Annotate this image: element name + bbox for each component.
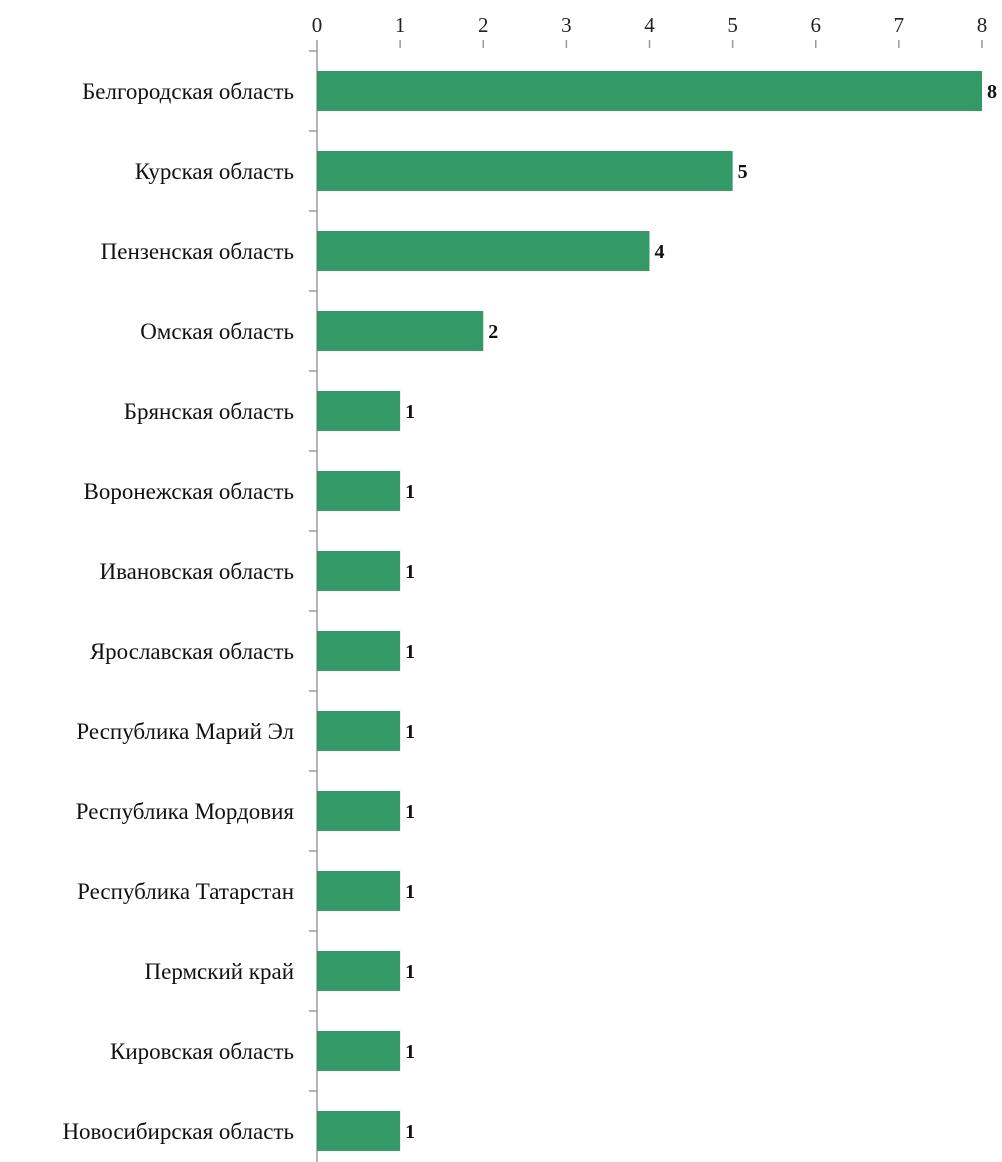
category-label: Ярославская область [90, 639, 294, 664]
x-tick-label: 6 [811, 13, 822, 37]
x-tick-label: 3 [561, 13, 572, 37]
data-label: 5 [738, 161, 748, 183]
data-label: 2 [488, 321, 498, 343]
bar [317, 71, 982, 111]
data-label: 1 [405, 1121, 415, 1143]
data-label: 1 [405, 561, 415, 583]
category-label: Республика Мордовия [76, 799, 295, 824]
x-tick-label: 4 [644, 13, 655, 37]
category-label: Кировская область [110, 1039, 294, 1064]
bar [317, 311, 484, 351]
x-tick-label: 5 [727, 13, 738, 37]
category-label: Пензенская область [101, 239, 294, 264]
bar [317, 471, 401, 511]
category-label: Курская область [135, 159, 294, 184]
bars-group [317, 71, 982, 1151]
data-label: 8 [987, 81, 997, 103]
x-tick-label: 7 [894, 13, 905, 37]
category-label: Республика Татарстан [77, 879, 294, 904]
category-label: Новосибирская область [62, 1119, 294, 1144]
x-tick-label: 8 [977, 13, 988, 37]
category-label: Республика Марий Эл [76, 719, 294, 744]
bar [317, 631, 401, 671]
x-axis-ticks: 0 1 2 3 4 5 6 7 8 [312, 13, 988, 48]
data-label: 4 [655, 241, 665, 263]
data-label: 1 [405, 881, 415, 903]
category-label: Брянская область [124, 399, 294, 424]
data-label: 1 [405, 1041, 415, 1063]
bar [317, 391, 401, 431]
y-axis [309, 40, 318, 1162]
data-label: 1 [405, 721, 415, 743]
data-label: 1 [405, 641, 415, 663]
bar [317, 1111, 401, 1151]
data-label: 1 [405, 481, 415, 503]
data-label: 1 [405, 961, 415, 983]
category-label: Омская область [140, 319, 294, 344]
data-label: 1 [405, 401, 415, 423]
bar [317, 951, 401, 991]
x-tick-label: 1 [395, 13, 406, 37]
bar [317, 231, 650, 271]
bar [317, 1031, 401, 1071]
category-labels: Белгородская область Курская область Пензе… [62, 79, 294, 1144]
data-labels: 8 5 4 2 1 1 1 1 1 1 1 1 1 1 [405, 81, 997, 1143]
bar [317, 711, 401, 751]
category-label: Белгородская область [82, 79, 294, 104]
category-label: Ивановская область [99, 559, 294, 584]
category-label: Воронежская область [84, 479, 294, 504]
x-tick-label: 0 [312, 13, 323, 37]
category-label: Пермский край [145, 959, 294, 984]
x-tick-label: 2 [478, 13, 489, 37]
bar [317, 791, 401, 831]
bar [317, 151, 733, 191]
bar [317, 551, 401, 591]
data-label: 1 [405, 801, 415, 823]
bar [317, 871, 401, 911]
